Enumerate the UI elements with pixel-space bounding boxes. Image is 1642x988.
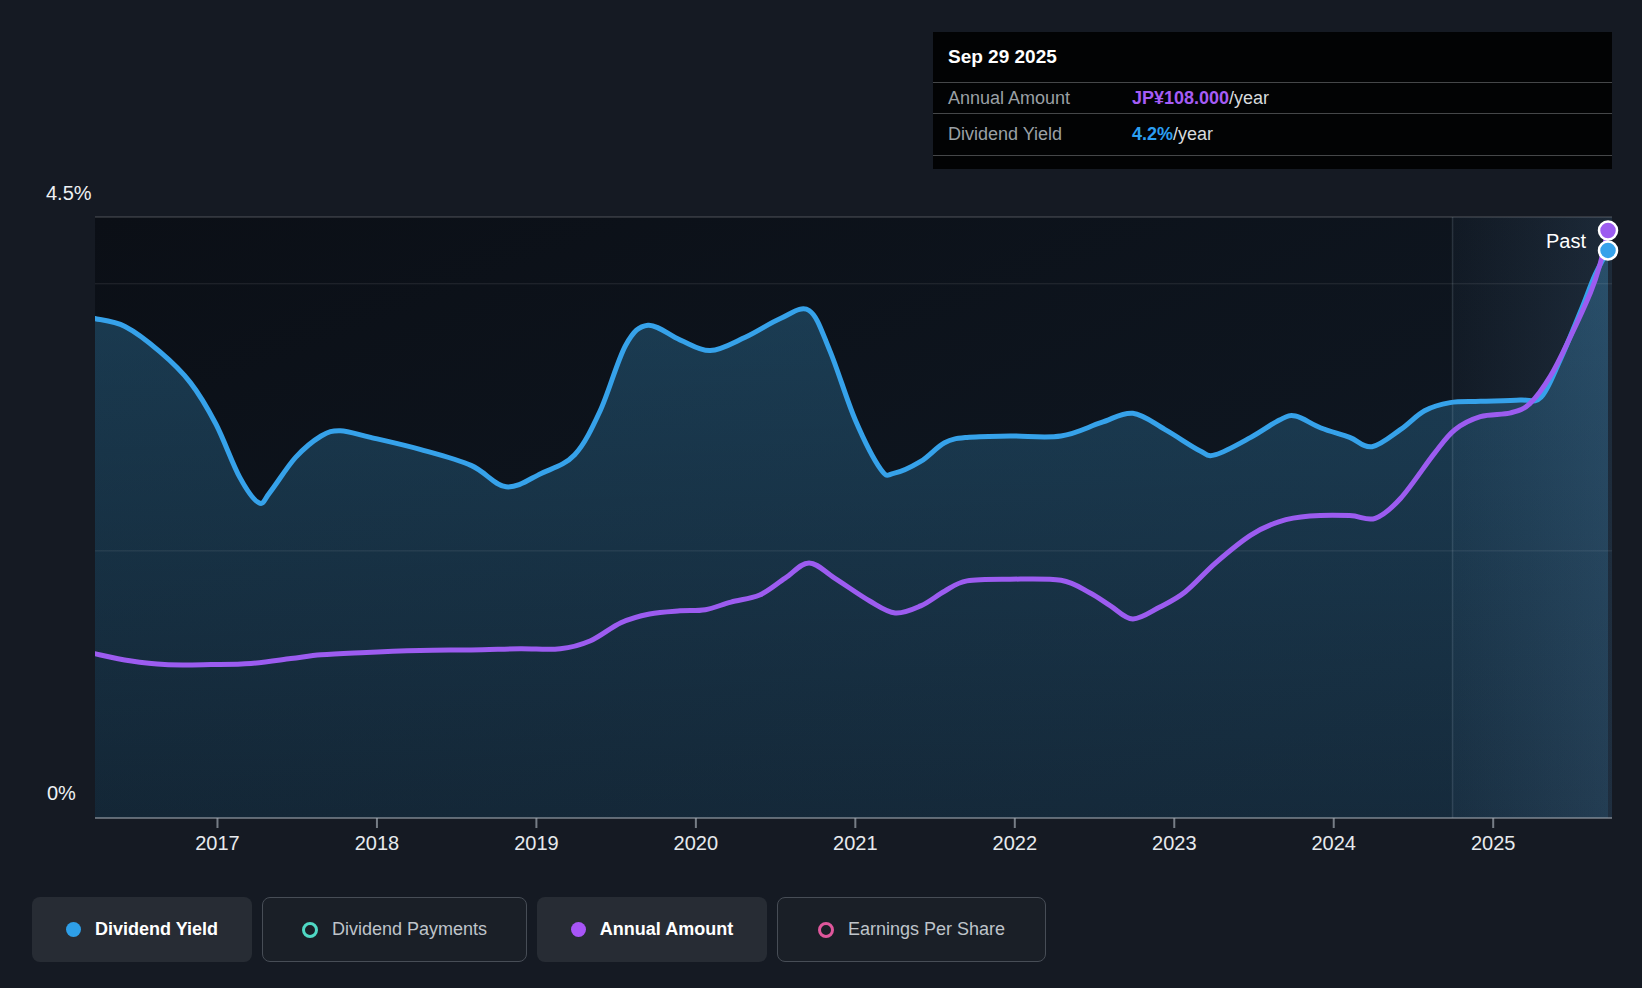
legend-label: Dividend Payments [332, 919, 487, 940]
tooltip-row-annual-amount: Annual Amount JP¥108.000 /year [933, 82, 1612, 113]
x-axis-ticks [217, 818, 1493, 828]
x-axis-year-label: 2024 [1311, 832, 1356, 855]
tooltip-row-dividend-yield: Dividend Yield 4.2% /year [933, 113, 1612, 156]
x-axis-year-label: 2021 [833, 832, 878, 855]
annual-amount-end-marker [1599, 222, 1617, 240]
y-axis-min-label: 0% [47, 782, 76, 805]
tooltip-value: 4.2% [1132, 124, 1173, 145]
tooltip-label: Dividend Yield [948, 124, 1132, 145]
x-axis-year-label: 2017 [195, 832, 240, 855]
dividend-yield-dot-icon [66, 922, 81, 937]
x-axis-year-label: 2020 [674, 832, 719, 855]
past-year-band [1453, 217, 1612, 818]
tooltip-label: Annual Amount [948, 88, 1132, 109]
legend-label: Annual Amount [600, 919, 733, 940]
tooltip-date: Sep 29 2025 [933, 32, 1612, 82]
dividend-yield-end-marker [1599, 241, 1617, 259]
legend-button-dividend-payments[interactable]: Dividend Payments [262, 897, 527, 962]
legend-button-dividend-yield[interactable]: Dividend Yield [32, 897, 252, 962]
y-axis-max-label: 4.5% [46, 182, 92, 205]
legend-button-annual-amount[interactable]: Annual Amount [537, 897, 767, 962]
tooltip-suffix: /year [1173, 124, 1213, 145]
legend-label: Dividend Yield [95, 919, 218, 940]
x-axis-year-label: 2018 [355, 832, 400, 855]
past-region-label: Past [1546, 230, 1586, 253]
dividend-chart-page: { "page": {"background": "#151a23"}, "to… [0, 0, 1642, 988]
earnings-per-share-ring-icon [818, 922, 834, 938]
x-axis-year-label: 2023 [1152, 832, 1197, 855]
tooltip-value: JP¥108.000 [1132, 88, 1229, 109]
x-axis-year-label: 2022 [993, 832, 1038, 855]
legend-label: Earnings Per Share [848, 919, 1005, 940]
dividend-payments-ring-icon [302, 922, 318, 938]
tooltip-suffix: /year [1229, 88, 1269, 109]
annual-amount-dot-icon [571, 922, 586, 937]
chart-tooltip: Sep 29 2025 Annual Amount JP¥108.000 /ye… [933, 32, 1612, 169]
x-axis-year-label: 2025 [1471, 832, 1516, 855]
legend-button-earnings-per-share[interactable]: Earnings Per Share [777, 897, 1046, 962]
x-axis-year-label: 2019 [514, 832, 559, 855]
